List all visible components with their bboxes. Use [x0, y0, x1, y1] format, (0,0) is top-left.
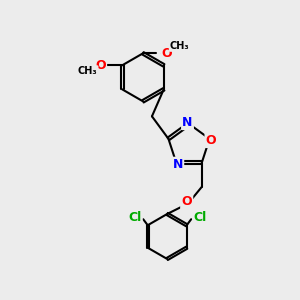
Text: O: O	[162, 47, 172, 60]
Text: Cl: Cl	[194, 211, 207, 224]
Text: Cl: Cl	[128, 211, 141, 224]
Text: N: N	[182, 116, 193, 129]
Text: CH₃: CH₃	[170, 41, 189, 51]
Text: O: O	[95, 59, 106, 72]
Text: O: O	[206, 134, 216, 147]
Text: N: N	[172, 158, 183, 171]
Text: CH₃: CH₃	[78, 66, 98, 76]
Text: O: O	[182, 196, 192, 208]
